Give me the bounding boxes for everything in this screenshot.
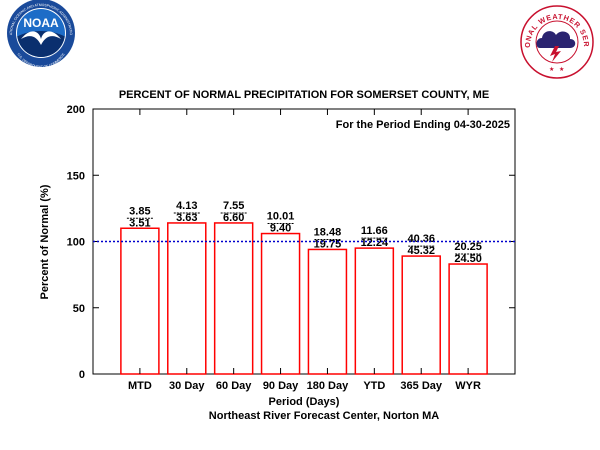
bar-label-observed: 18.48 — [314, 226, 342, 238]
bar-label-observed: 11.66 — [361, 225, 388, 237]
x-tick-label: 30 Day — [169, 380, 205, 392]
chart-subtitle: For the Period Ending 04-30-2025 — [336, 119, 510, 131]
x-tick-label: 365 Day — [400, 380, 442, 392]
bars: 3.853.51 4.133.63 7.556.60 10.019.40 18.4819… — [120, 200, 488, 375]
nws-logo: NATIONAL WEATHER SERVICE ★ ★ — [520, 5, 594, 79]
bar-label-observed: 40.36 — [407, 233, 435, 245]
x-axis: MTD 30 Day 60 Day 90 Day 180 Day YTD 365 Day WY… — [128, 109, 481, 392]
chart-title: PERCENT OF NORMAL PRECIPITATION FOR SOME… — [119, 89, 489, 101]
x-tick-label: YTD — [363, 380, 385, 392]
bar — [167, 222, 207, 375]
x-tick-label: 180 Day — [307, 380, 349, 392]
y-tick-label: 150 — [67, 170, 85, 182]
bar-label-normal: 19.75 — [314, 238, 342, 250]
bar — [213, 222, 254, 375]
x-tick-label: WYR — [455, 380, 481, 392]
plot-frame — [92, 108, 516, 375]
bar-label-observed: 10.01 — [267, 211, 295, 223]
x-tick-label: MTD — [128, 380, 152, 392]
svg-text:★: ★ — [549, 66, 554, 73]
y-tick-label: 100 — [67, 237, 85, 249]
y-tick-label: 0 — [79, 369, 85, 381]
y-axis: 0 50 100 150 200 — [67, 104, 515, 381]
y-axis-label: Percent of Normal (%) — [39, 184, 51, 299]
bar-label-observed: 4.13 — [176, 200, 197, 212]
svg-text:★: ★ — [559, 66, 564, 73]
gull-icon — [21, 31, 61, 45]
bar-label-normal: 6.60 — [223, 212, 244, 224]
noaa-wordmark: NOAA — [23, 16, 59, 30]
bar — [448, 263, 488, 375]
x-tick-label: 90 Day — [263, 380, 299, 392]
y-tick-label: 200 — [67, 104, 85, 116]
x-axis-label: Period (Days) — [269, 396, 340, 408]
bar-label-normal: 45.32 — [407, 245, 435, 257]
y-tick-label: 50 — [73, 303, 85, 315]
noaa-logo: NOAA NATIONAL OCEANIC AND ATMOSPHERIC AD… — [7, 0, 75, 69]
bar-label-normal: 3.51 — [129, 217, 150, 229]
bar — [354, 247, 395, 375]
bar — [260, 232, 301, 375]
bar-label-observed: 7.55 — [223, 200, 244, 212]
storm-cloud-icon — [536, 31, 576, 49]
lightning-bolt-icon — [550, 46, 561, 62]
bar-label-normal: 9.40 — [270, 223, 291, 235]
bar — [401, 255, 441, 375]
chart-credit: Northeast River Forecast Center, Norton … — [209, 410, 439, 422]
bar-label-normal: 12.24 — [361, 237, 389, 249]
bar-label-normal: 24.50 — [454, 253, 482, 265]
bar-label-normal: 3.63 — [176, 212, 197, 224]
bar-label-observed: 3.85 — [129, 205, 150, 217]
bar — [307, 248, 348, 375]
x-tick-label: 60 Day — [216, 380, 252, 392]
bar-label-observed: 20.25 — [454, 241, 482, 253]
bar — [120, 227, 160, 375]
